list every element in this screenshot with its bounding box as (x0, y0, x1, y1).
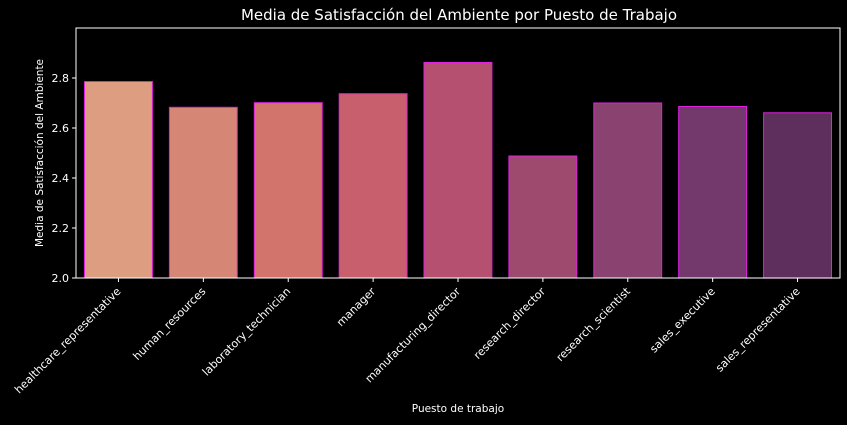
y-tick-label: 2.8 (52, 72, 70, 85)
y-tick-label: 2.6 (52, 122, 70, 135)
y-tick-label: 2.4 (52, 172, 70, 185)
x-axis-label: Puesto de trabajo (412, 403, 504, 415)
y-axis-label: Media de Satisfacción del Ambiente (34, 59, 46, 247)
chart-title: Media de Satisfacción del Ambiente por P… (241, 6, 677, 24)
bar-research_director (508, 155, 578, 279)
bar-sales_executive (678, 106, 748, 279)
bar-research_scientist (593, 102, 663, 279)
y-tick-label: 2.0 (52, 272, 70, 285)
bar-healthcare_representative (84, 81, 153, 279)
bar-human_resources (168, 106, 238, 279)
y-tick-label: 2.2 (52, 222, 70, 235)
bar-laboratory_technician (253, 102, 323, 279)
bar-manufacturing_director (423, 62, 493, 279)
bar-manager (338, 93, 408, 279)
bar-sales_representative (763, 112, 832, 279)
